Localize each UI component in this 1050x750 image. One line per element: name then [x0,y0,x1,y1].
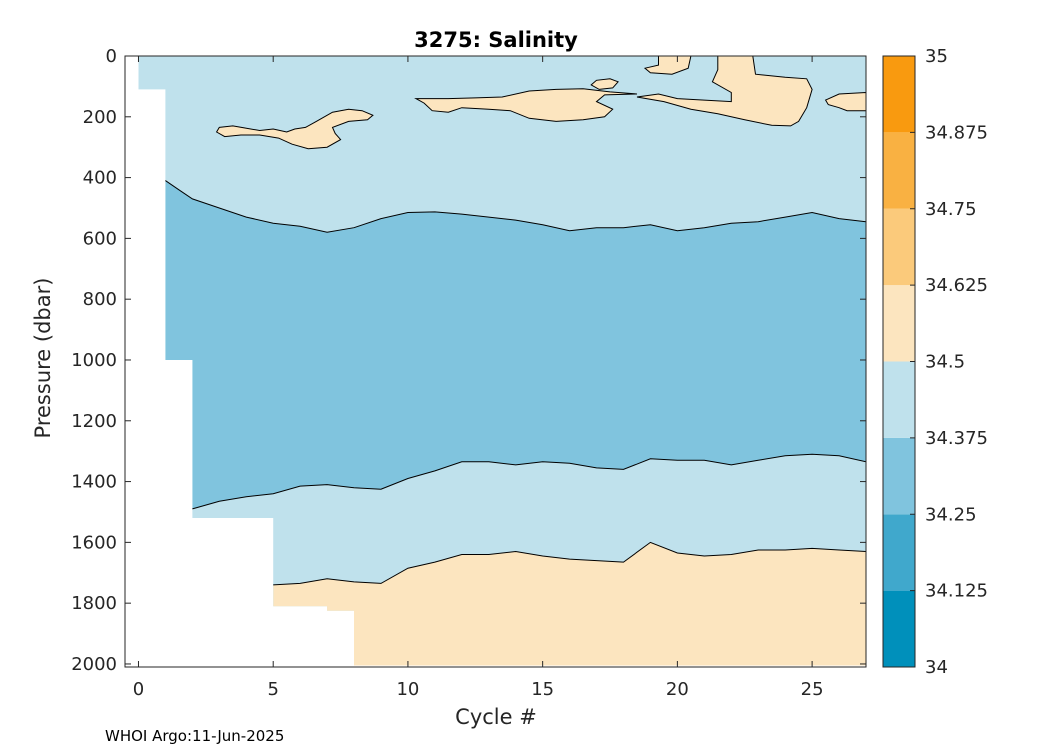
salinity-patch-1 [215,108,374,150]
y-tick-label: 1600 [71,532,117,553]
colorbar-tick-label: 34.75 [925,199,977,220]
plot-area [124,55,867,668]
y-tick-label: 2000 [71,654,117,675]
salinity-band-34.25-34.375 [165,180,866,509]
colorbar-tick-label: 34.875 [925,122,988,143]
y-tick-label: 1400 [71,472,117,493]
y-axis: 0 200 400 600 800 1000 1200 1400 1600 1800 2000 [71,46,866,675]
x-tick-label: 10 [396,679,419,700]
x-tick-label: 0 [133,679,144,700]
y-tick-label: 1200 [71,411,117,432]
y-axis-label: Pressure (dbar) [31,278,55,439]
chart-title: 3275: Salinity [414,28,578,52]
y-tick-label: 800 [83,289,117,310]
footer-credit: WHOI Argo:11-Jun-2025 [105,727,284,745]
x-tick-label: 5 [267,679,278,700]
y-tick-label: 200 [83,107,117,128]
x-axis-label: Cycle # [455,705,537,729]
x-tick-label: 20 [666,679,689,700]
colorbar-segment [883,285,915,362]
salinity-band-34.5-34.625-deep [273,542,866,666]
y-tick-label: 400 [83,168,117,189]
isohaline-line-2 [192,453,866,510]
colorbar-segment [883,514,915,591]
x-tick-label: 25 [801,679,824,700]
isohaline-line-1 [165,180,866,233]
colorbar-segment [883,208,915,286]
colorbar-segment [883,132,915,209]
salinity-patch-6 [824,91,866,112]
colorbar-segment [883,56,915,133]
y-tick-label: 0 [106,46,117,67]
colorbar-tick-label: 34.5 [925,352,965,373]
colorbar-segment [883,590,915,667]
colorbar-tick-label: 34.125 [925,581,988,602]
colorbar-tick-label: 34.25 [925,504,977,525]
y-tick-label: 1000 [71,350,117,371]
isohaline-line-3 [273,541,866,586]
colorbar-segment [883,437,915,515]
salinity-patch-3 [590,78,619,90]
y-tick-label: 1800 [71,593,117,614]
colorbar-tick-label: 34.625 [925,275,988,296]
colorbar-tick-label: 34.375 [925,428,988,449]
colorbar-tick-label: 34 [925,657,948,678]
salinity-patch-5 [636,56,813,127]
x-tick-label: 15 [531,679,554,700]
colorbar: 34 34.125 34.25 34.375 34.5 34.625 34.75 34.875… [882,46,988,678]
y-tick-label: 600 [83,228,117,249]
colorbar-segment [883,361,915,438]
salinity-patch-4 [643,56,692,75]
salinity-patch-2 [414,88,638,122]
x-axis: 0 5 10 15 20 25 [133,56,824,700]
colorbar-tick-label: 35 [925,46,948,67]
plot-frame [124,55,867,668]
